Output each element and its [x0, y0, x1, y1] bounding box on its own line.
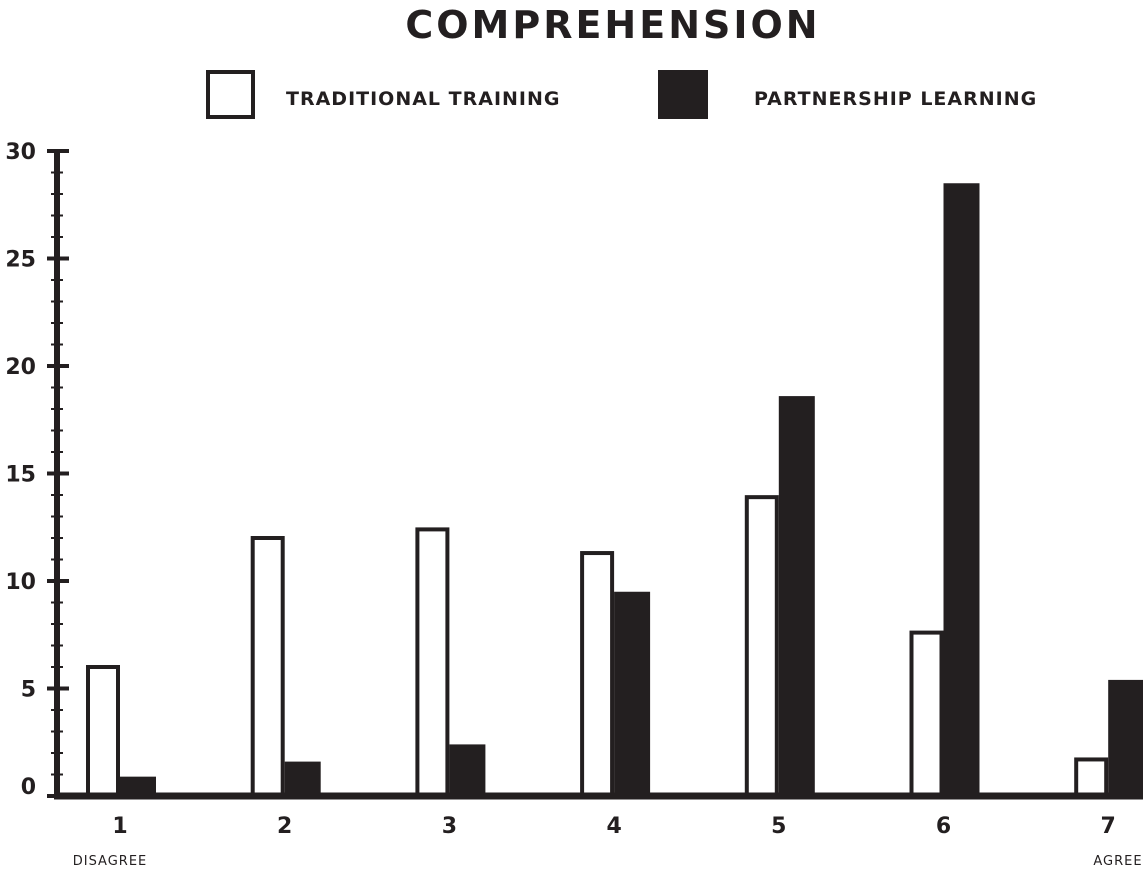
bars: [86, 183, 1143, 799]
x-tick-label: 4: [606, 814, 621, 839]
x-tick-label: 7: [1101, 814, 1116, 839]
x-tick-label: 2: [277, 814, 292, 839]
y-tick-label: 5: [21, 678, 36, 703]
legend-swatch-traditional-training: [206, 70, 255, 119]
y-tick-label: 30: [5, 140, 36, 165]
bar-partnership-learning-4: [614, 591, 651, 796]
bar-partnership-learning-3: [449, 744, 486, 796]
bar-partnership-learning-1: [120, 776, 156, 796]
legend-swatch-partnership-learning: [658, 70, 708, 119]
legend-label-traditional-training: TRADITIONAL TRAINING: [286, 88, 560, 110]
x-anchor-label-agree: AGREE: [1093, 854, 1142, 869]
y-tick-label: 15: [5, 463, 36, 488]
bar-traditional-training-5: [744, 495, 779, 798]
y-axis: 0 5 10 15 20 25 30: [5, 140, 69, 800]
x-tick-label: 1: [112, 814, 127, 839]
bar-traditional-training-4: [580, 551, 615, 798]
x-anchor-label-disagree: DISAGREE: [73, 854, 148, 869]
bar-traditional-training-2: [250, 536, 285, 798]
bar-partnership-learning-7: [1108, 679, 1143, 796]
y-tick-label: 0: [21, 775, 36, 800]
bar-partnership-learning-6: [943, 183, 980, 796]
y-tick-label: 20: [5, 355, 36, 380]
bar-traditional-training-3: [415, 527, 450, 799]
bar-partnership-learning-5: [778, 396, 815, 796]
x-tick-label: 5: [771, 814, 786, 839]
legend-label-partnership-learning: PARTNERSHIP LEARNING: [754, 88, 1037, 110]
x-tick-label: 6: [936, 814, 951, 839]
x-axis: 1 2 3 4 5 6 7: [54, 792, 1143, 839]
bar-traditional-training-7: [1074, 757, 1109, 799]
bar-traditional-training-1: [86, 665, 120, 798]
bar-partnership-learning-2: [284, 761, 321, 796]
y-tick-label: 25: [5, 248, 36, 273]
y-tick-label: 10: [5, 570, 36, 595]
chart-title: COMPREHENSION: [405, 3, 820, 47]
bar-traditional-training-6: [909, 630, 944, 798]
legend: TRADITIONAL TRAINING PARTNERSHIP LEARNIN…: [206, 70, 1037, 119]
x-tick-label: 3: [442, 814, 457, 839]
